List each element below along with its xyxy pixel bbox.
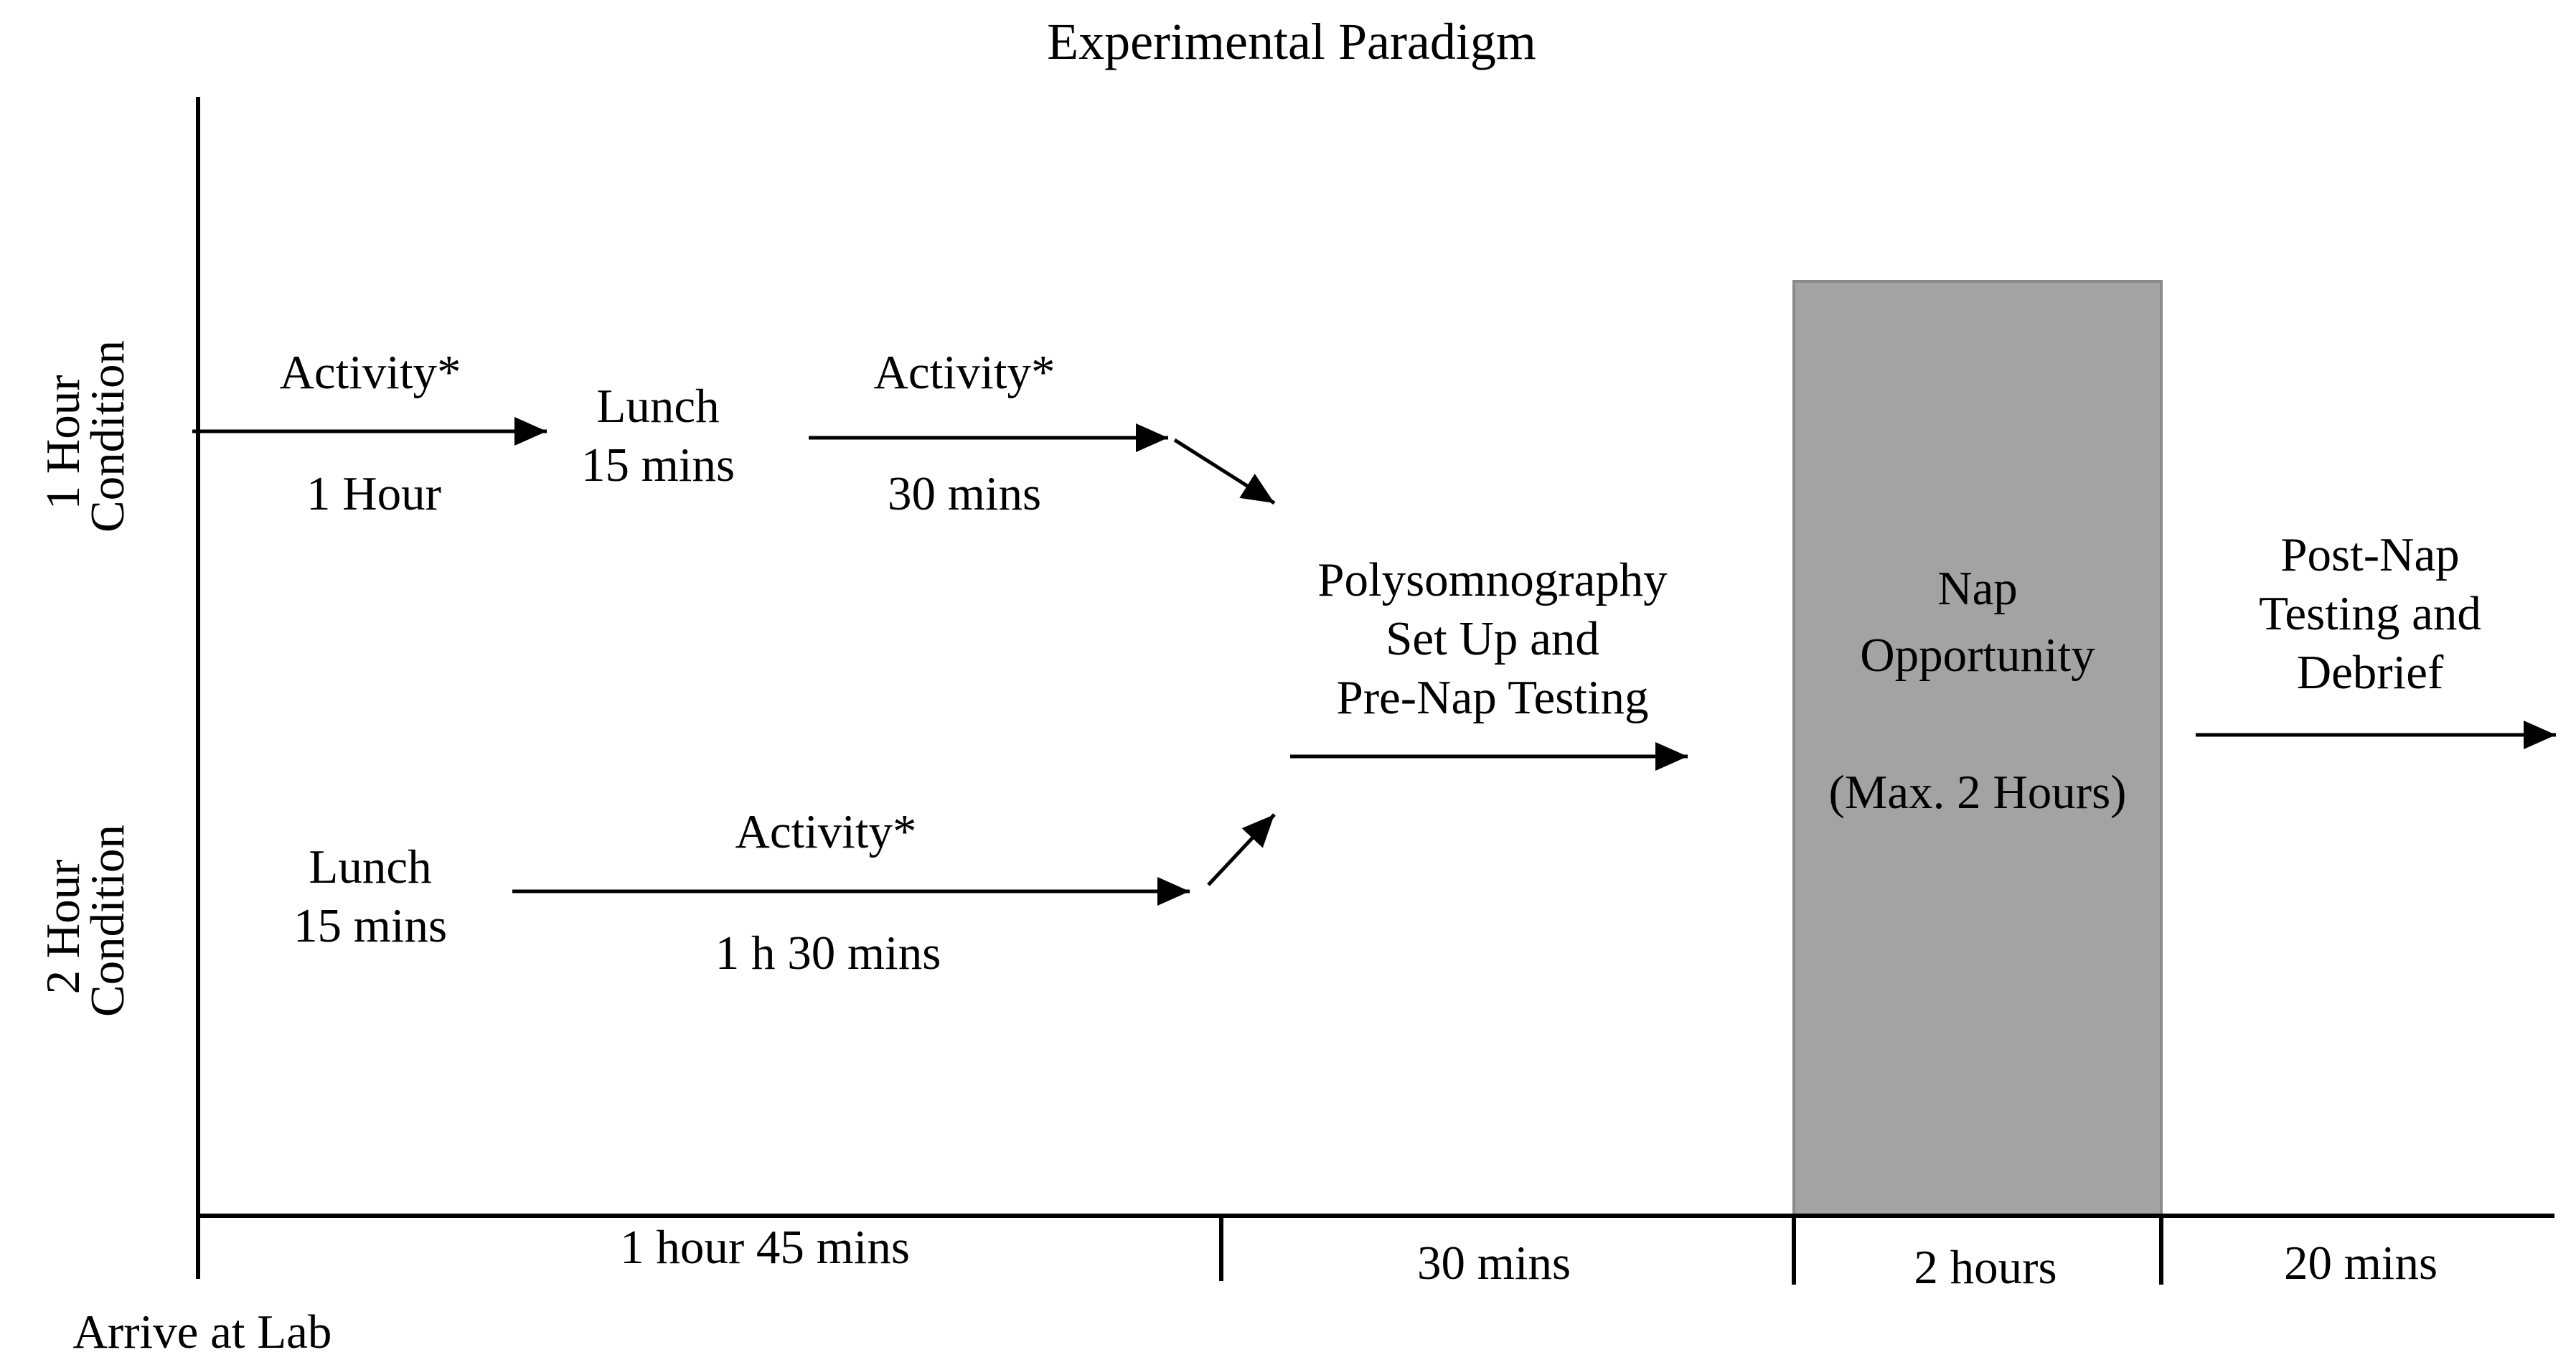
post-nap-line-1: Post-Nap (2280, 528, 2459, 581)
condition-label-1-hour: 1 Hour Condition (37, 340, 134, 533)
condition-1-hour-line-2: Condition (81, 340, 134, 533)
nap-line-1: Nap (1937, 562, 2018, 615)
activity-2-duration: 30 mins (888, 467, 1041, 520)
timeline-segment-4: 20 mins (2284, 1237, 2438, 1290)
polysomnography-line-2: Set Up and (1386, 612, 1599, 665)
lunch-1-duration: 15 mins (581, 438, 735, 492)
post-nap-line-3: Debrief (2297, 646, 2444, 699)
activity-2-label: Activity* (873, 346, 1055, 399)
condition-1-hour-line-1: 1 Hour (37, 375, 90, 510)
nap-line-2: Opportunity (1860, 629, 2095, 682)
lunch-2-duration: 15 mins (293, 899, 447, 952)
lunch-2-label: Lunch (309, 840, 431, 893)
condition-2-hour-line-1: 2 Hour (37, 859, 90, 994)
timeline-segment-1: 1 hour 45 mins (620, 1221, 910, 1274)
activity-1-duration: 1 Hour (306, 467, 441, 520)
activity-3-label: Activity* (735, 805, 916, 858)
nap-opportunity-box (1792, 280, 2163, 1217)
polysomnography-line-1: Polysomnography (1317, 553, 1668, 606)
timeline-segment-2: 30 mins (1417, 1237, 1571, 1290)
diagram-title: Experimental Paradigm (1047, 13, 1536, 70)
polysomnography-line-3: Pre-Nap Testing (1336, 671, 1648, 724)
lunch-1-label: Lunch (596, 380, 719, 433)
activity-3-duration: 1 h 30 mins (715, 927, 941, 980)
timeline-segment-3: 2 hours (1914, 1241, 2056, 1294)
merge-arrow-top (1173, 438, 1276, 505)
post-nap-line-2: Testing and (2259, 587, 2481, 640)
activity-1-label: Activity* (279, 346, 461, 399)
condition-label-2-hour: 2 Hour Condition (37, 825, 134, 1017)
nap-line-3: (Max. 2 Hours) (1829, 766, 2127, 819)
condition-2-hour-line-2: Condition (81, 825, 134, 1017)
arrive-at-lab-label: Arrive at Lab (73, 1305, 332, 1359)
merge-arrow-bottom (1207, 813, 1276, 886)
